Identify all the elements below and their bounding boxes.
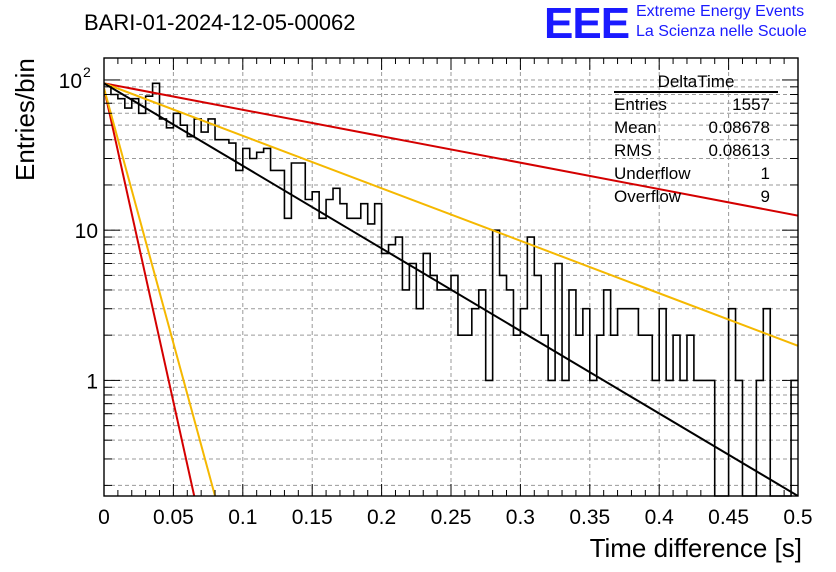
x-tick-label: 0.25 [431,506,472,529]
x-tick-label: 0.45 [708,506,749,529]
stats-title: DeltaTime [614,72,778,93]
fit-line [104,88,217,496]
chart-title: BARI-01-2024-12-05-00062 [84,10,356,35]
y-tick-label-exponent: 2 [83,64,91,80]
x-axis-label: Time difference [s] [589,533,802,563]
logo-line-1: Extreme Energy Events [636,3,805,20]
x-tick-label: 0.3 [506,506,535,529]
eee-logo: EEE [544,0,630,48]
x-tick-label: 0.05 [153,506,194,529]
x-tick-label: 0.2 [367,506,396,529]
y-tick-label: 10 [75,220,98,243]
stats-row: Underflow 1 [614,164,770,183]
stats-row: Entries 1557 [614,95,770,114]
fit-line [104,82,798,496]
stats-row: RMS 0.08613 [614,141,770,160]
x-tick-label: 0.5 [783,506,812,529]
x-tick-label: 0.35 [569,506,610,529]
stats-box: DeltaTime Entries 1557 Mean 0.08678 RMS 0.0… [614,72,778,208]
y-tick-label: 1 [86,370,98,393]
fit-line [104,88,196,496]
x-tick-label: 0.1 [228,506,257,529]
fit-line [104,82,798,347]
y-axis-label: Entries/bin [10,58,40,181]
fit-line [104,82,798,217]
stats-row: Mean 0.08678 [614,118,770,137]
y-tick-label: 10 [59,70,82,93]
x-tick-label: 0.4 [645,506,675,529]
x-tick-label: 0 [98,506,110,529]
logo-line-2: La Scienza nelle Scuole [636,23,807,40]
histogram [104,82,798,497]
stats-row: Overflow 9 [614,187,770,206]
x-tick-label: 0.15 [292,506,333,529]
